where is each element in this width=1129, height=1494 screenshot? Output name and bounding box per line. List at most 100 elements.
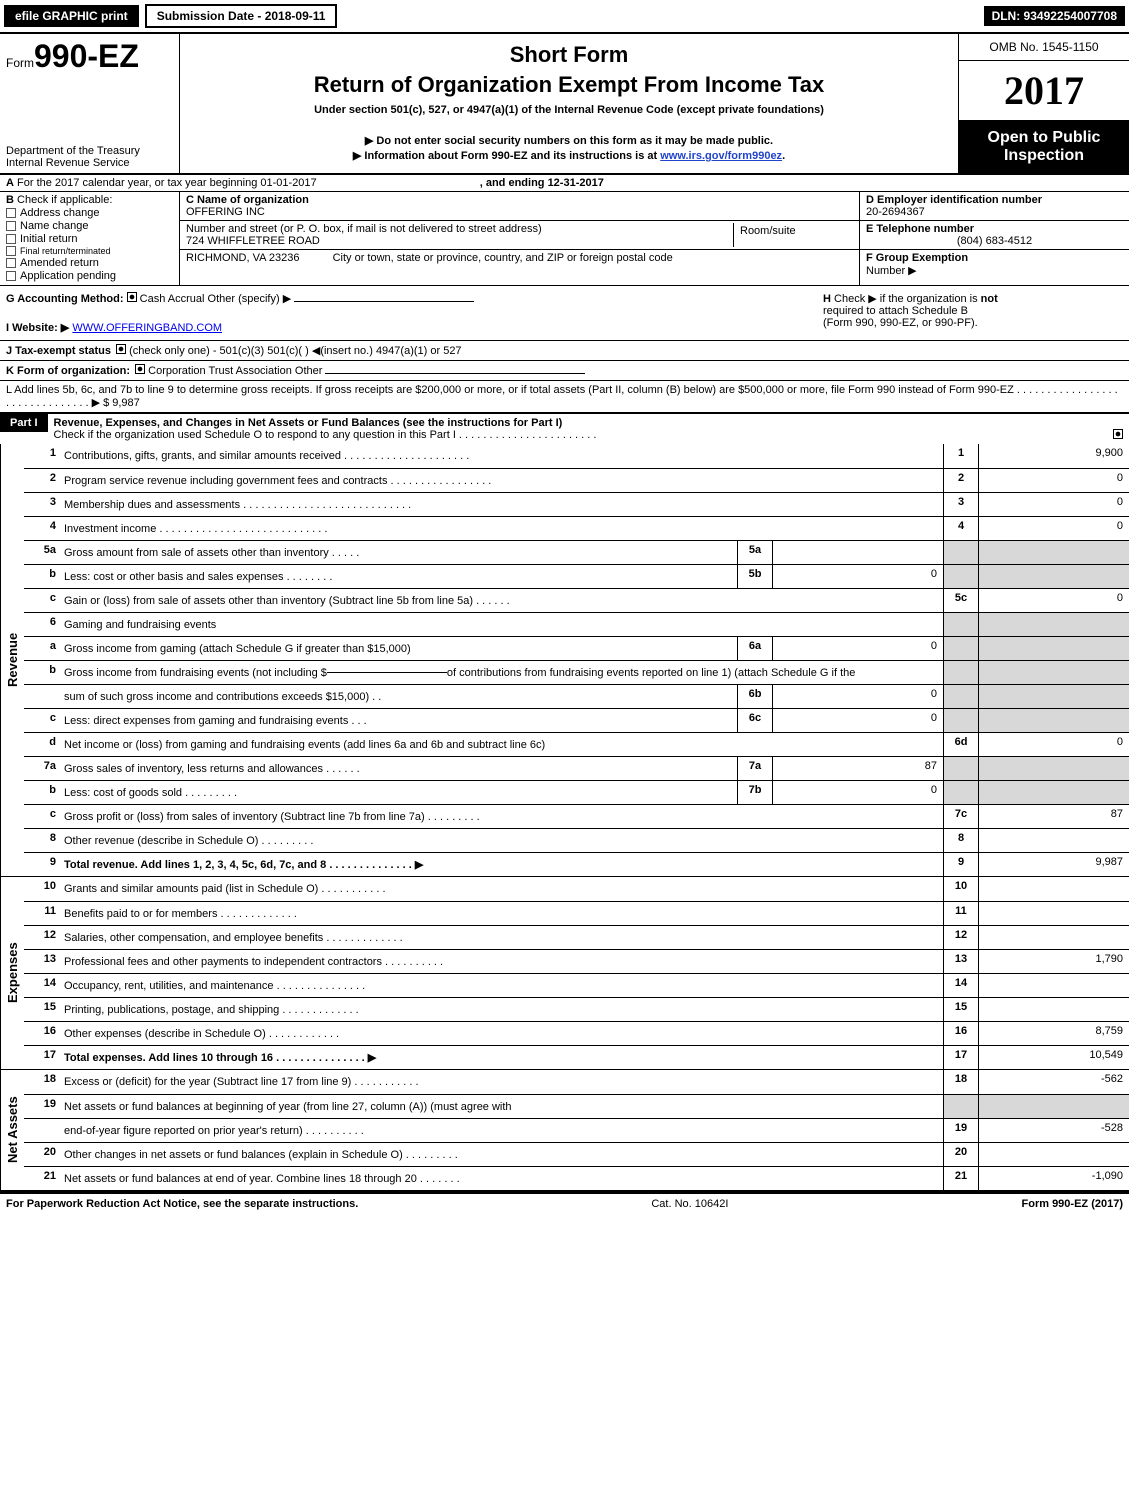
sh6bp [943,661,979,684]
chk-final-return[interactable] [6,246,16,256]
chk-initial-return[interactable] [6,234,16,244]
mv6a: 0 [773,637,943,660]
h-text1: Check ▶ if the organization is [834,293,981,305]
rn8: 8 [943,829,979,852]
website-link[interactable]: WWW.OFFERINGBAND.COM [72,322,222,334]
shv19 [979,1095,1129,1118]
expenses-vlabel: Expenses [0,877,24,1069]
rv18: -562 [979,1070,1129,1094]
rn11: 11 [943,902,979,925]
n7b: b [24,781,60,804]
d10: Grants and similar amounts paid (list in… [60,877,943,901]
d11: Benefits paid to or for members . . . . … [60,902,943,925]
n11: 11 [24,902,60,925]
chk-address-change[interactable] [6,208,16,218]
rn12: 12 [943,926,979,949]
g-opts: Cash Accrual Other (specify) ▶ [140,293,292,305]
n14: 14 [24,974,60,997]
sh5a [943,541,979,564]
chk-cash[interactable] [127,292,137,302]
rn1: 1 [943,444,979,468]
chk-501c3[interactable] [116,344,126,354]
b-checks: B Check if applicable: Address change Na… [0,192,180,285]
g-label: G Accounting Method: [6,293,124,305]
d6d: Net income or (loss) from gaming and fun… [60,733,943,756]
chk-amended[interactable] [6,258,16,268]
rv19: -528 [979,1119,1129,1142]
form-header: Form990-EZ Department of the Treasury In… [0,32,1129,175]
street-label: Number and street (or P. O. box, if mail… [186,223,733,235]
rv17: 10,549 [979,1046,1129,1069]
d5b: Less: cost or other basis and sales expe… [60,565,737,588]
rv8 [979,829,1129,852]
submission-date-button[interactable]: Submission Date - 2018-09-11 [145,4,338,28]
n19b [24,1119,60,1142]
chk-app-pending[interactable] [6,271,16,281]
info-prefix: ▶ Information about Form 990-EZ and its … [353,150,660,162]
n4: 4 [24,517,60,540]
rn14: 14 [943,974,979,997]
rn16: 16 [943,1022,979,1045]
a-text: For the 2017 calendar year, or tax year … [17,177,317,189]
d6c: Less: direct expenses from gaming and fu… [60,709,737,732]
i-label: I Website: ▶ [6,322,69,334]
n8: 8 [24,829,60,852]
k-text: Corporation Trust Association Other [148,365,322,377]
rn19: 19 [943,1119,979,1142]
mn7a: 7a [737,757,773,780]
part-i-title: Revenue, Expenses, and Changes in Net As… [54,417,563,429]
info-link[interactable]: www.irs.gov/form990ez [660,150,782,162]
mv7b: 0 [773,781,943,804]
d1: Contributions, gifts, grants, and simila… [60,444,943,468]
header-left: Form990-EZ Department of the Treasury In… [0,34,180,173]
omb-number: OMB No. 1545-1150 [959,34,1129,61]
d13: Professional fees and other payments to … [60,950,943,973]
sh6 [943,613,979,636]
d7a: Gross sales of inventory, less returns a… [60,757,737,780]
j-row: J Tax-exempt status (check only one) - 5… [0,341,1129,361]
footer-form-num: 990-EZ [1052,1198,1088,1210]
open-line1: Open to Public [963,129,1125,147]
shv7a [979,757,1129,780]
d6bp2: of contributions from fundraising events… [447,667,855,679]
city-label: City or town, state or province, country… [333,252,673,264]
tax-year: 2017 [959,61,1129,121]
return-title: Return of Organization Exempt From Incom… [190,72,948,98]
n21: 21 [24,1167,60,1190]
part-i-label: Part I [0,414,48,432]
room-suite: Room/suite [733,223,853,247]
ein-value: 20-2694367 [866,206,1123,218]
chk-schedule-o[interactable] [1113,429,1123,439]
opt-final-return: Final return/terminated [20,246,111,256]
d18: Excess or (deficit) for the year (Subtra… [60,1070,943,1094]
mn6c: 6c [737,709,773,732]
shv7b [979,781,1129,804]
d-label: D Employer identification number [866,194,1123,206]
d6b: sum of such gross income and contributio… [60,685,737,708]
n6bp: b [24,661,60,684]
rv3: 0 [979,493,1129,516]
h-text2: required to attach Schedule B [823,305,968,317]
e-label: E Telephone number [866,223,1123,235]
bcdef-block: B Check if applicable: Address change Na… [0,192,1129,286]
opt-name-change: Name change [20,220,89,232]
d7c: Gross profit or (loss) from sales of inv… [60,805,943,828]
b-title: Check if applicable: [17,194,112,206]
rn18: 18 [943,1070,979,1094]
c-block: C Name of organization OFFERING INC Numb… [180,192,859,285]
chk-corp[interactable] [135,364,145,374]
d12: Salaries, other compensation, and employ… [60,926,943,949]
k-label: K Form of organization: [6,365,130,377]
mn5b: 5b [737,565,773,588]
info-note: ▶ Information about Form 990-EZ and its … [190,149,948,162]
chk-name-change[interactable] [6,221,16,231]
rv6d: 0 [979,733,1129,756]
efile-print-button[interactable]: efile GRAPHIC print [4,5,139,27]
n5a: 5a [24,541,60,564]
l-text: L Add lines 5b, 6c, and 7b to line 9 to … [6,384,1118,409]
mn6b: 6b [737,685,773,708]
sh6b [943,685,979,708]
rn3: 3 [943,493,979,516]
rv12 [979,926,1129,949]
d6bp: Gross income from fundraising events (no… [60,661,943,684]
